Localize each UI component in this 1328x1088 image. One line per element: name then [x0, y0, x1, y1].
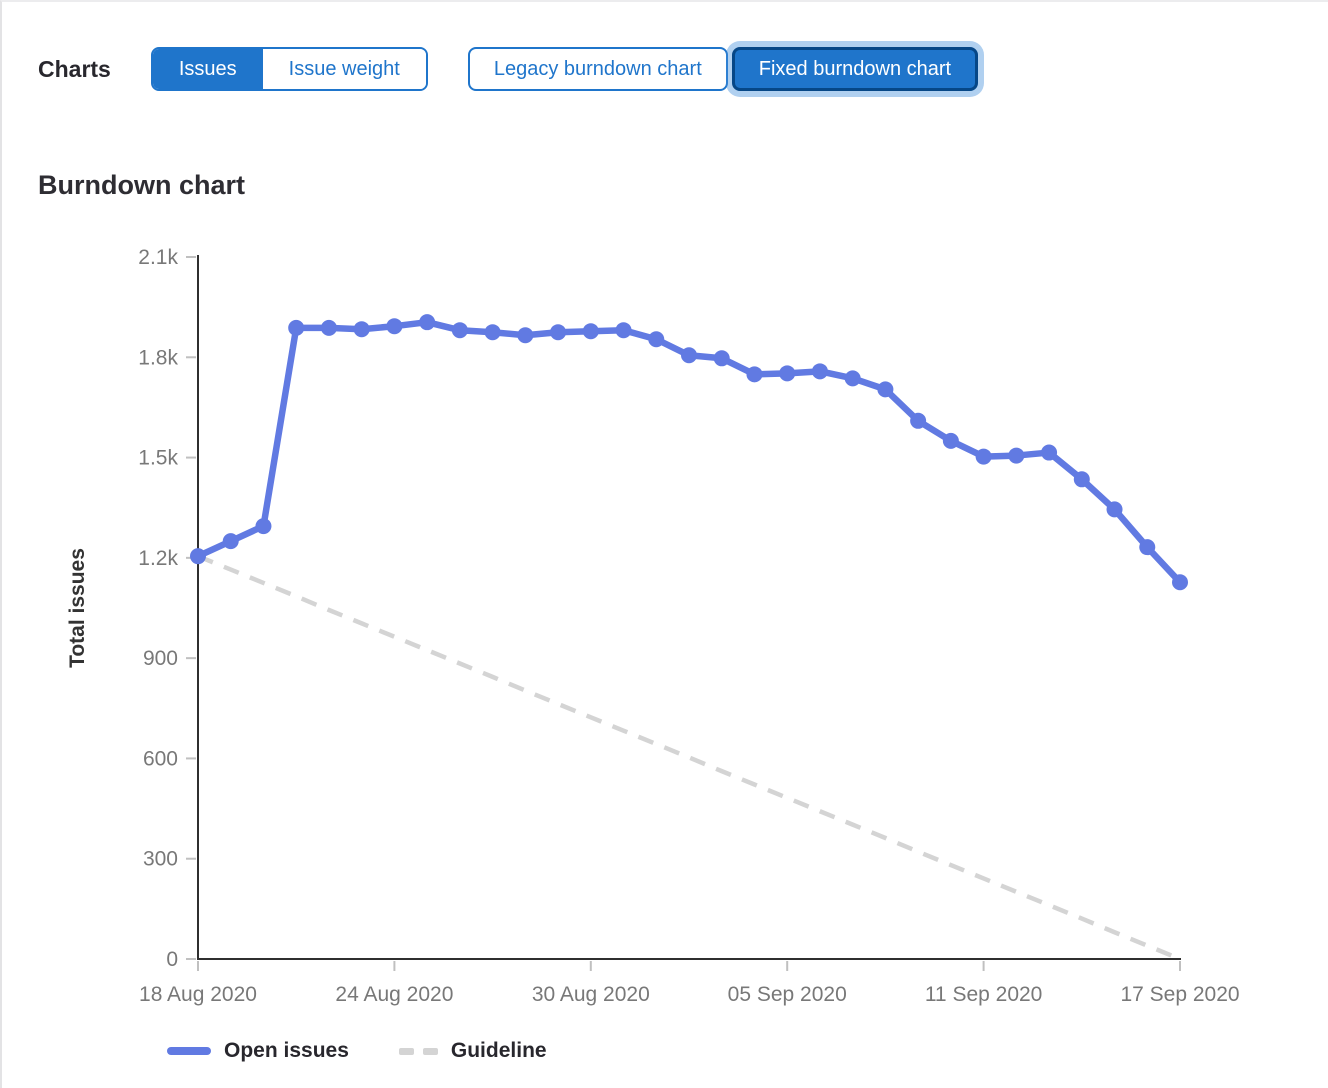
x-tick-label: 17 Sep 2020: [1120, 983, 1239, 1006]
guideline-line: [197, 554, 1181, 962]
open-issues-point: [1041, 444, 1058, 461]
open-issues-point: [484, 324, 501, 341]
open-issues-point: [320, 319, 337, 336]
charts-toolbar: Charts Issues Issue weight Legacy burndo…: [38, 47, 1328, 91]
page-title: Burndown chart: [38, 170, 245, 200]
open-issues-point: [1008, 447, 1025, 464]
chart-type-toggle-group: Legacy burndown chart Fixed burndown cha…: [467, 47, 979, 91]
guideline-dashed-swatch: [398, 1047, 438, 1055]
open-issues-point: [713, 350, 730, 367]
metric-toggle-group: Issues Issue weight: [150, 47, 428, 91]
open-issues-point: [1106, 501, 1123, 518]
burndown-chart-svg: 0 300 600 900 1.2k 1.5k 1.8k 2.1k 18 Aug 2020 24 …: [66, 246, 1240, 1006]
open-issues-point: [517, 327, 534, 344]
y-tick-label: 1.2k: [138, 547, 178, 570]
open-issues-point: [1172, 574, 1188, 591]
legend-item-guideline[interactable]: Guideline: [398, 1039, 547, 1063]
open-issues-point: [877, 381, 894, 398]
open-issues-point: [844, 370, 861, 387]
y-tick-label: 1.8k: [138, 346, 178, 369]
open-issues-point: [353, 321, 370, 338]
legend-label-guideline: Guideline: [450, 1039, 547, 1062]
x-tick-label: 11 Sep 2020: [925, 983, 1043, 1006]
open-issues-series: [190, 314, 1188, 591]
open-issues-point: [681, 347, 697, 364]
open-issues-point: [615, 322, 632, 339]
x-axis-ticks: 18 Aug 2020 24 Aug 2020 30 Aug 2020 05 Sep …: [139, 961, 1240, 1006]
y-tick-label: 0: [166, 948, 178, 971]
open-issues-point: [222, 533, 239, 550]
x-tick-label: 24 Aug 2020: [335, 983, 453, 1006]
open-issues-point: [288, 319, 305, 336]
y-tick-label: 600: [143, 747, 178, 770]
open-issues-point: [386, 318, 403, 335]
chart-legend: Open issues Guideline: [167, 1039, 1328, 1063]
open-issues-line-swatch: [167, 1047, 211, 1055]
open-issues-point: [451, 322, 468, 339]
x-tick-label: 05 Sep 2020: [728, 983, 847, 1006]
open-issues-point: [1073, 471, 1090, 488]
issues-toggle-button[interactable]: Issues: [152, 49, 263, 89]
x-tick-label: 18 Aug 2020: [139, 983, 257, 1006]
open-issues-point: [779, 365, 796, 382]
y-tick-label: 2.1k: [138, 246, 178, 269]
charts-label: Charts: [38, 55, 111, 82]
open-issues-point: [1139, 539, 1156, 556]
y-tick-label: 300: [143, 848, 178, 871]
open-issues-point: [648, 331, 665, 348]
open-issues-point: [190, 548, 206, 565]
open-issues-point: [582, 323, 599, 340]
y-axis-ticks: 0 300 600 900 1.2k 1.5k 1.8k 2.1k: [138, 246, 196, 971]
open-issues-point: [811, 363, 828, 380]
fixed-burndown-chart-button[interactable]: Fixed burndown chart: [731, 47, 979, 91]
y-axis-title: Total issues: [66, 548, 89, 668]
axes: [197, 255, 1181, 960]
burndown-chart: 0 300 600 900 1.2k 1.5k 1.8k 2.1k 18 Aug 2020 24 …: [38, 229, 1308, 1021]
open-issues-point: [910, 412, 927, 429]
y-tick-label: 1.5k: [138, 447, 178, 470]
legacy-burndown-chart-button[interactable]: Legacy burndown chart: [467, 47, 728, 91]
legend-label-open-issues: Open issues: [224, 1039, 349, 1062]
open-issues-point: [255, 518, 272, 535]
legend-item-open-issues[interactable]: Open issues: [167, 1039, 349, 1063]
y-tick-label: 900: [143, 647, 178, 670]
open-issues-point: [419, 314, 436, 331]
open-issues-point: [942, 432, 959, 449]
open-issues-point: [975, 448, 992, 465]
x-tick-label: 30 Aug 2020: [532, 983, 650, 1006]
burndown-page: Charts Issues Issue weight Legacy burndo…: [2, 2, 1328, 1063]
open-issues-point: [746, 366, 763, 383]
issue-weight-toggle-button[interactable]: Issue weight: [262, 49, 426, 89]
open-issues-point: [550, 324, 567, 341]
